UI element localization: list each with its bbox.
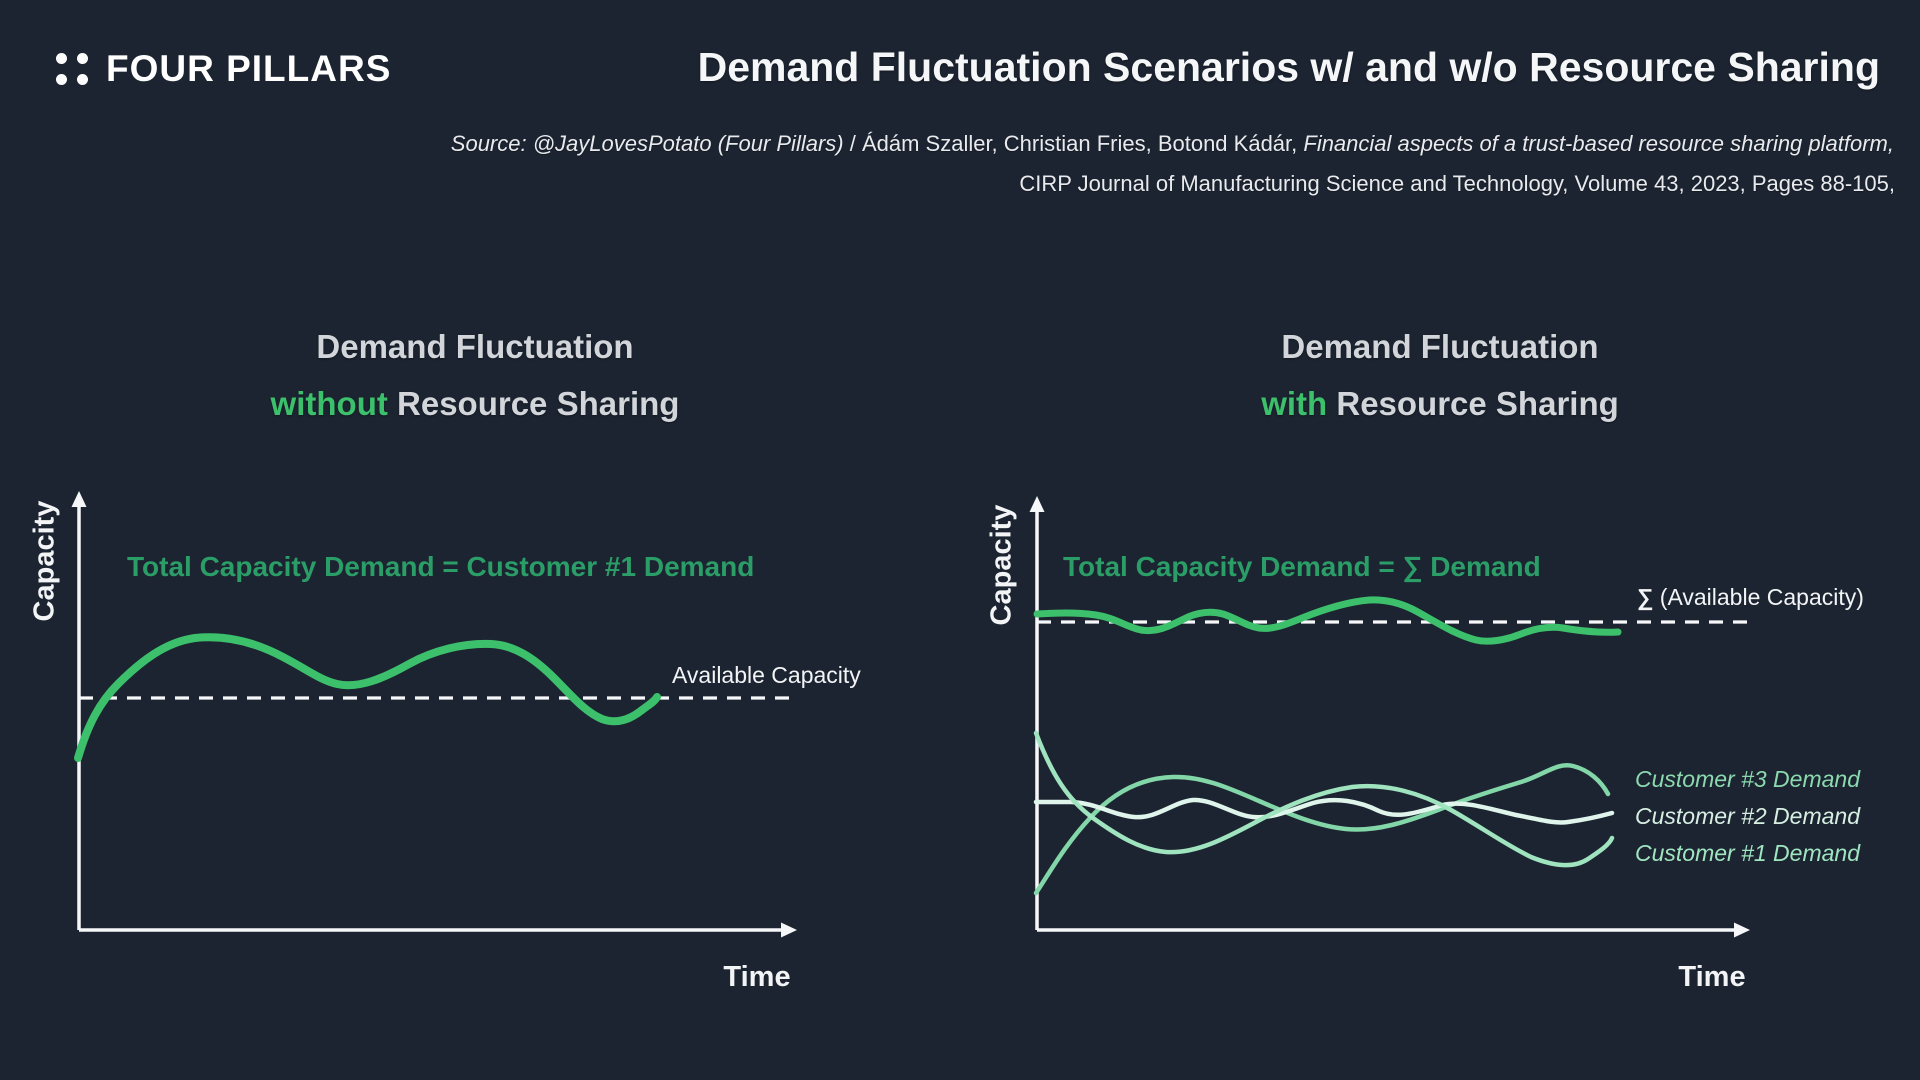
available-capacity-label: Available Capacity (672, 662, 861, 688)
source-citation-line1: Source: @JayLovesPotato (Four Pillars) /… (451, 131, 1894, 157)
logo-dot (77, 74, 88, 85)
right-total-demand-curve (1033, 596, 1622, 645)
page-title: Demand Fluctuation Scenarios w/ and w/o … (697, 44, 1880, 90)
right-series-label: Total Capacity Demand = ∑ Demand (1063, 551, 1541, 582)
left-series-label: Total Capacity Demand = Customer #1 Dema… (127, 551, 755, 582)
customer-2-demand-curve (1033, 797, 1615, 825)
customer-1-demand-label: Customer #1 Demand (1635, 840, 1860, 866)
left-x-axis-arrow-icon (781, 922, 797, 938)
logo-dots-icon (56, 53, 88, 85)
right-y-axis-arrow-icon (1029, 496, 1045, 512)
left-total-demand-curve (74, 633, 661, 762)
source-citation-line2: CIRP Journal of Manufacturing Science an… (1019, 171, 1895, 196)
left-y-axis-arrow-icon (71, 491, 87, 507)
right-chart-title-rest: Resource Sharing (1327, 385, 1619, 422)
logo-dot (56, 74, 67, 85)
source-handle: Source: @JayLovesPotato (Four Pillars) (450, 131, 844, 156)
logo-text: FOUR PILLARS (106, 48, 392, 89)
left-chart-axes (77, 504, 784, 932)
customer-1-demand-curve (1033, 730, 1615, 868)
left-chart-title: Demand Fluctuation without Resource Shar… (125, 318, 825, 432)
right-chart-title-highlight: with (1261, 385, 1328, 422)
right-chart-title-line1: Demand Fluctuation (1281, 328, 1599, 365)
right-y-axis-label: Capacity (985, 504, 1018, 626)
logo-dot (77, 53, 88, 64)
source-authors: / Ádám Szaller, Christian Fries, Botond … (843, 131, 1304, 156)
four-pillars-logo: FOUR PILLARS (56, 48, 391, 90)
customer-2-demand-label: Customer #2 Demand (1635, 803, 1860, 829)
sigma-symbol: ∑ (1637, 584, 1654, 610)
sigma-available-capacity-label: ∑ (Available Capacity) (1637, 584, 1864, 611)
right-chart-axes (1035, 509, 1737, 932)
right-chart-title: Demand Fluctuation with Resource Sharing (1090, 318, 1790, 432)
logo-dot (56, 53, 67, 64)
customer-3-demand-label: Customer #3 Demand (1635, 766, 1860, 792)
right-chart-title-line2: with Resource Sharing (1090, 375, 1790, 432)
left-chart-title-rest: Resource Sharing (387, 385, 680, 422)
sigma-label-rest: (Available Capacity) (1653, 584, 1864, 610)
source-paper-title: Financial aspects of a trust-based resou… (1303, 131, 1894, 156)
left-chart-title-line2: without Resource Sharing (125, 375, 825, 432)
right-x-axis-label: Time (1678, 961, 1746, 993)
customer-3-demand-curve (1033, 763, 1611, 896)
left-chart-title-line1: Demand Fluctuation (316, 328, 634, 365)
left-chart-title-highlight: without (270, 385, 388, 422)
right-x-axis-arrow-icon (1734, 922, 1750, 938)
left-y-axis-label: Capacity (28, 500, 61, 622)
left-x-axis-label: Time (723, 961, 791, 993)
